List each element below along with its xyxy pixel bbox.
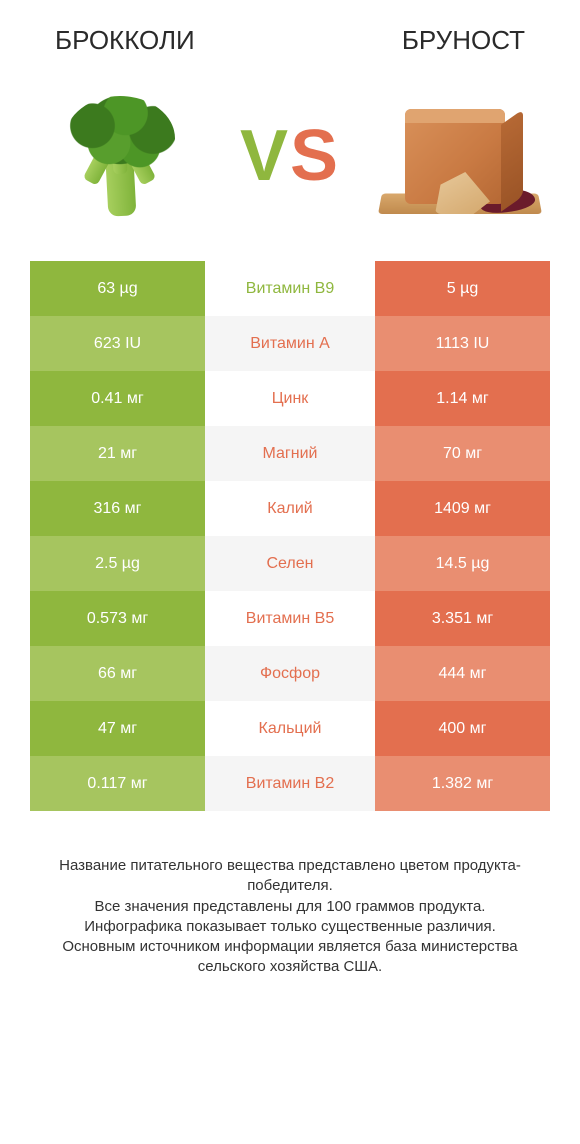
footer-line: Все значения представлены для 100 граммо… bbox=[30, 897, 550, 917]
vs-row: VS bbox=[0, 66, 580, 261]
nutrient-label: Витамин B9 bbox=[205, 261, 375, 316]
value-right: 70 мг bbox=[375, 426, 550, 481]
nutrient-label: Витамин B2 bbox=[205, 756, 375, 811]
value-right: 1113 IU bbox=[375, 316, 550, 371]
cheese-icon bbox=[380, 76, 540, 236]
value-right: 1.382 мг bbox=[375, 756, 550, 811]
value-right: 400 мг bbox=[375, 701, 550, 756]
value-right: 1.14 мг bbox=[375, 371, 550, 426]
header: БРОККОЛИ БРУНОСТ bbox=[0, 0, 580, 66]
footer-line: Название питательного вещества представл… bbox=[30, 856, 550, 897]
nutrient-table: 63 µgВитамин B95 µg623 IUВитамин A1113 I… bbox=[0, 261, 580, 811]
table-row: 0.41 мгЦинк1.14 мг bbox=[30, 371, 550, 426]
value-right: 5 µg bbox=[375, 261, 550, 316]
nutrient-label: Калий bbox=[205, 481, 375, 536]
value-left: 316 мг bbox=[30, 481, 205, 536]
footer-line: Основным источником информации является … bbox=[30, 937, 550, 978]
table-row: 63 µgВитамин B95 µg bbox=[30, 261, 550, 316]
value-right: 1409 мг bbox=[375, 481, 550, 536]
value-left: 0.41 мг bbox=[30, 371, 205, 426]
table-row: 0.573 мгВитамин B53.351 мг bbox=[30, 591, 550, 646]
title-right: БРУНОСТ bbox=[402, 25, 525, 56]
value-left: 21 мг bbox=[30, 426, 205, 481]
value-right: 14.5 µg bbox=[375, 536, 550, 591]
table-row: 0.117 мгВитамин B21.382 мг bbox=[30, 756, 550, 811]
value-left: 623 IU bbox=[30, 316, 205, 371]
title-left: БРОККОЛИ bbox=[55, 25, 195, 56]
table-row: 47 мгКальций400 мг bbox=[30, 701, 550, 756]
nutrient-label: Селен bbox=[205, 536, 375, 591]
table-row: 316 мгКалий1409 мг bbox=[30, 481, 550, 536]
value-left: 63 µg bbox=[30, 261, 205, 316]
nutrient-label: Фосфор bbox=[205, 646, 375, 701]
value-left: 0.573 мг bbox=[30, 591, 205, 646]
footer-line: Инфографика показывает только существенн… bbox=[30, 917, 550, 937]
vs-label: VS bbox=[240, 120, 340, 192]
nutrient-label: Витамин A bbox=[205, 316, 375, 371]
nutrient-label: Витамин B5 bbox=[205, 591, 375, 646]
nutrient-label: Магний bbox=[205, 426, 375, 481]
value-left: 2.5 µg bbox=[30, 536, 205, 591]
value-right: 3.351 мг bbox=[375, 591, 550, 646]
table-row: 623 IUВитамин A1113 IU bbox=[30, 316, 550, 371]
footer-note: Название питательного вещества представл… bbox=[0, 811, 580, 978]
nutrient-label: Кальций bbox=[205, 701, 375, 756]
broccoli-icon bbox=[40, 76, 200, 236]
value-left: 66 мг bbox=[30, 646, 205, 701]
table-row: 2.5 µgСелен14.5 µg bbox=[30, 536, 550, 591]
value-right: 444 мг bbox=[375, 646, 550, 701]
table-row: 66 мгФосфор444 мг bbox=[30, 646, 550, 701]
value-left: 0.117 мг bbox=[30, 756, 205, 811]
nutrient-label: Цинк bbox=[205, 371, 375, 426]
value-left: 47 мг bbox=[30, 701, 205, 756]
table-row: 21 мгМагний70 мг bbox=[30, 426, 550, 481]
